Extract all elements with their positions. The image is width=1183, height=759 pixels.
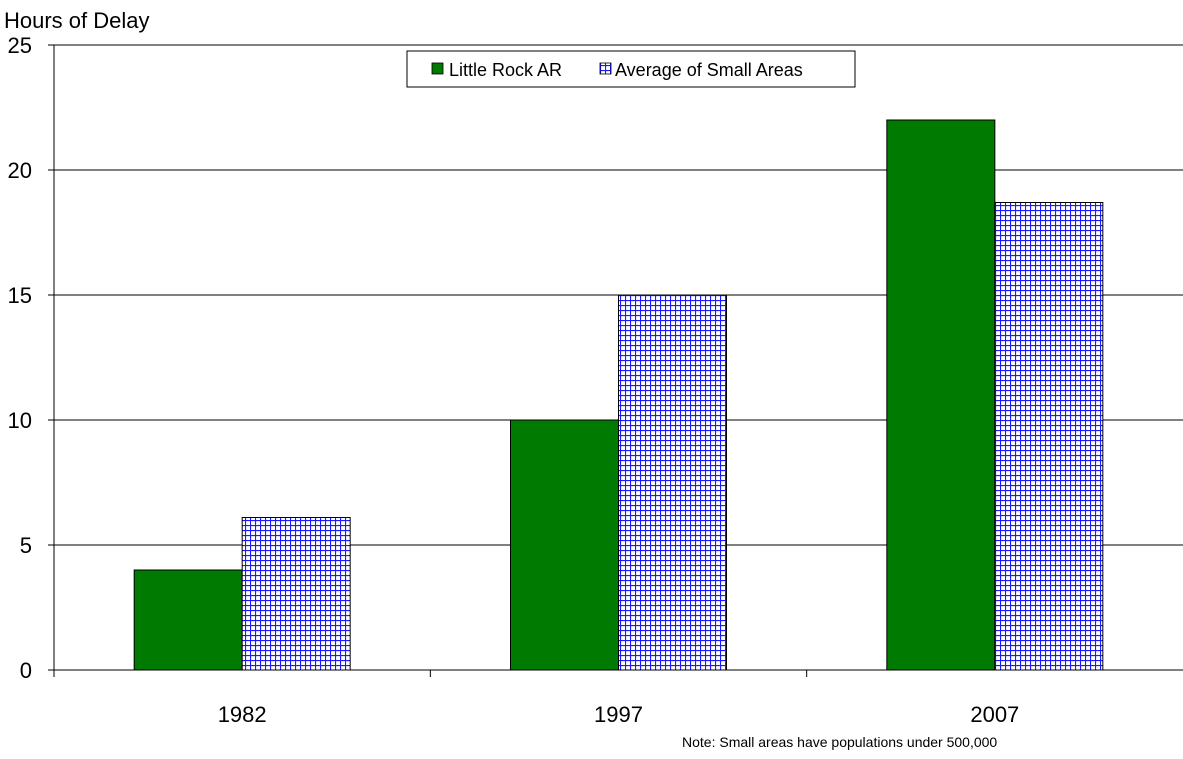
bar-average-of-small-areas-1982 (241, 517, 351, 671)
y-tick-label-25: 25 (8, 33, 32, 58)
bar-average-of-small-areas-1997 (618, 294, 727, 671)
legend-label-little-rock: Little Rock AR (449, 60, 562, 80)
legend: Little Rock AR Average of Small Areas (406, 50, 856, 88)
legend-swatch-small-areas (599, 62, 612, 75)
legend-label-small-areas: Average of Small Areas (615, 60, 803, 80)
bar-little-rock-ar-1982 (133, 569, 243, 671)
y-tick-label-10: 10 (8, 408, 32, 433)
x-tick-label-1997: 1997 (594, 702, 643, 727)
legend-box (406, 50, 856, 88)
bar-average-of-small-areas-2007 (994, 202, 1104, 671)
note: Note: Small areas have populations under… (682, 734, 997, 750)
y-axis-title: Hours of Delay (4, 8, 150, 33)
y-tick-label-20: 20 (8, 158, 32, 183)
bar-little-rock-ar-1997 (510, 419, 619, 671)
y-tick-label-0: 0 (20, 658, 32, 683)
legend-swatch-little-rock (431, 62, 444, 75)
tick-labels: 0 5 10 15 20 25 1982 1997 2007 (8, 33, 1020, 727)
x-tick-label-1982: 1982 (218, 702, 267, 727)
y-tick-label-15: 15 (8, 283, 32, 308)
bar-little-rock-ar-2007 (886, 119, 996, 671)
bars (133, 119, 1104, 671)
axes (48, 44, 1183, 677)
y-tick-label-5: 5 (20, 533, 32, 558)
x-tick-label-2007: 2007 (970, 702, 1019, 727)
